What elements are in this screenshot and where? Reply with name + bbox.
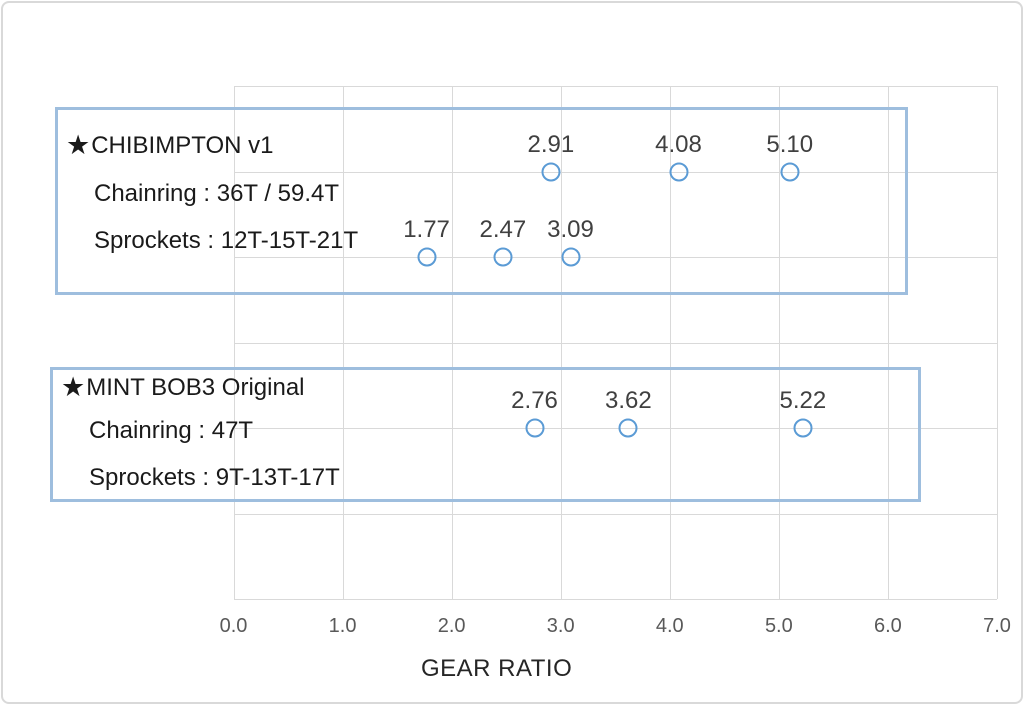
v-gridline — [996, 86, 998, 599]
star-icon: ★ — [66, 130, 91, 161]
data-point-marker[interactable] — [493, 247, 513, 267]
data-point-label: 5.22 — [779, 387, 827, 414]
h-gridline — [233, 513, 997, 515]
h-gridline — [233, 342, 997, 344]
sprockets-spec: Sprockets : 9T-13T-17T — [89, 464, 340, 491]
series-title: ★ MINT BOB3 Original — [61, 374, 305, 402]
x-tick-label: 2.0 — [437, 615, 466, 637]
series-title: ★ CHIBIMPTON v1 — [66, 132, 273, 160]
data-point-label: 2.91 — [527, 130, 575, 158]
x-tick-label: 0.0 — [219, 615, 248, 637]
data-point-label: 3.09 — [547, 216, 594, 243]
sprockets-spec: Sprockets : 12T-15T-21T — [94, 227, 359, 254]
data-point-label: 3.62 — [604, 387, 652, 414]
x-axis-title: GEAR RATIO — [421, 655, 573, 682]
h-gridline — [233, 86, 997, 87]
h-gridline — [233, 257, 997, 258]
x-tick-label: 5.0 — [764, 615, 793, 637]
h-gridline — [233, 171, 997, 173]
x-tick-label: 4.0 — [655, 615, 684, 637]
data-point-marker[interactable] — [541, 162, 561, 181]
x-axis-line — [233, 599, 997, 600]
legend-box-mint-bob3[interactable]: ★ MINT BOB3 Original Chainring : 47T Spro… — [50, 367, 921, 502]
data-point-marker[interactable] — [561, 247, 581, 267]
data-point-label: 2.76 — [511, 387, 558, 414]
data-point-marker[interactable] — [618, 418, 638, 438]
data-point-label: 2.47 — [479, 216, 527, 243]
data-point-marker[interactable] — [780, 162, 800, 181]
legend-box-chibimpton-v1[interactable]: ★ CHIBIMPTON v1 Chainring : 36T / 59.4T S… — [55, 107, 908, 295]
x-tick-label: 6.0 — [874, 615, 902, 637]
data-point-label: 5.10 — [766, 130, 814, 158]
data-point-marker[interactable] — [669, 162, 688, 181]
chainring-spec: Chainring : 36T / 59.4T — [94, 180, 340, 207]
data-point-marker[interactable] — [793, 418, 813, 438]
x-tick-label: 7.0 — [983, 615, 1011, 637]
series-title-text: MINT BOB3 Original — [86, 374, 305, 401]
data-point-marker[interactable] — [417, 247, 437, 267]
data-point-marker[interactable] — [525, 418, 545, 438]
data-point-label: 1.77 — [403, 216, 450, 243]
x-tick-label: 3.0 — [546, 615, 575, 637]
h-gridline — [233, 428, 997, 429]
star-icon: ★ — [61, 372, 86, 403]
x-tick-label: 1.0 — [328, 615, 357, 637]
chainring-spec: Chainring : 47T — [89, 417, 254, 444]
data-point-label: 4.08 — [655, 130, 702, 158]
series-title-text: CHIBIMPTON v1 — [91, 132, 274, 159]
